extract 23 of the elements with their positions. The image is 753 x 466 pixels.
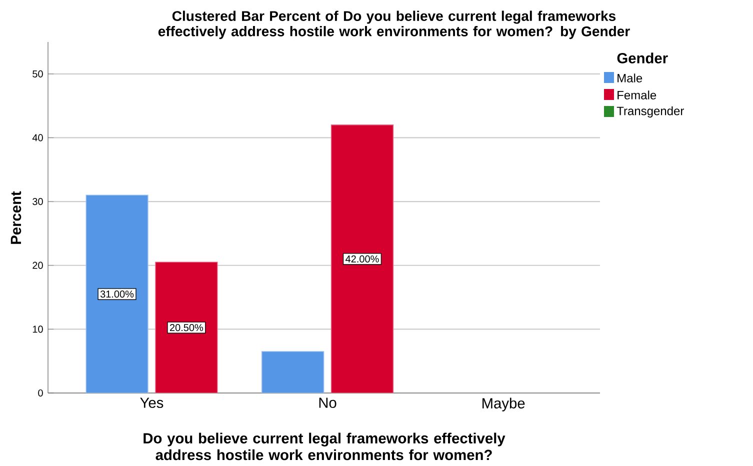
x-axis-title: Do you believe current legal frameworks effectively address hostile work environments for women? — [144, 432, 506, 460]
y-tick-label: 40 — [32, 134, 43, 142]
legend-label: Transgender — [616, 106, 684, 118]
data-label: 42.00% — [346, 255, 379, 263]
bar — [330, 124, 394, 393]
y-tick-label: 50 — [32, 70, 43, 78]
bar — [86, 194, 148, 393]
bar — [155, 262, 218, 393]
x-tick-label: Maybe — [482, 398, 525, 412]
legend-label: Female — [618, 90, 656, 100]
y-tick-label: 10 — [32, 326, 43, 333]
legend-label: Male — [618, 74, 642, 82]
y-tick-label: 30 — [32, 198, 43, 206]
x-tick-label: Yes — [140, 398, 164, 408]
y-tick-label: 0 — [38, 389, 43, 397]
y-axis-title: Percent — [10, 191, 22, 244]
chart-title: Clustered Bar Percent of Do you believe current legal frameworks effectively address hostile work environments for women? by Gender — [158, 10, 630, 40]
data-label: 20.50% — [170, 324, 204, 332]
legend-title: Gender — [617, 52, 668, 64]
x-tick-label: No — [319, 398, 336, 408]
data-label: 31.00% — [100, 290, 134, 298]
y-tick-label: 20 — [32, 262, 43, 269]
bar — [261, 351, 324, 393]
